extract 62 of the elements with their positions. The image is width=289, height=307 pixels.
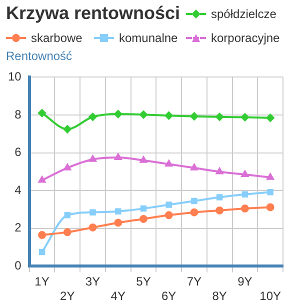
- point: [266, 203, 274, 212]
- point: [114, 154, 122, 160]
- point: [88, 223, 97, 232]
- point: [164, 112, 173, 120]
- point: [64, 212, 71, 218]
- point: [242, 191, 248, 198]
- point: [140, 156, 148, 163]
- legend-label: skarbowe: [31, 31, 82, 45]
- point: [139, 110, 148, 119]
- x-tick-label: 5Y: [136, 274, 151, 289]
- point: [267, 188, 274, 196]
- point: [38, 176, 46, 183]
- x-tick-label: 3Y: [85, 274, 100, 289]
- point: [164, 211, 173, 220]
- point: [190, 208, 198, 216]
- point: [216, 112, 224, 121]
- point: [240, 204, 249, 213]
- point: [89, 155, 96, 162]
- point: [190, 112, 198, 120]
- point: [115, 208, 122, 215]
- y-tick-label: 6: [14, 145, 22, 160]
- point: [216, 194, 223, 200]
- point: [88, 112, 97, 121]
- x-tick-label: 6Y: [162, 289, 176, 304]
- y-tick-label: 4: [14, 182, 22, 197]
- point: [216, 206, 224, 214]
- point: [64, 164, 71, 170]
- point: [38, 231, 46, 240]
- point: [114, 218, 122, 227]
- legend-label: komunalne: [119, 31, 178, 45]
- point: [63, 125, 72, 134]
- point: [114, 110, 122, 118]
- legend-label: spółdzielcze: [211, 7, 276, 21]
- point: [216, 168, 224, 174]
- point: [190, 164, 198, 170]
- y-tick-label: 2: [14, 220, 22, 235]
- point: [240, 113, 249, 122]
- y-tick-label: 10: [8, 70, 22, 84]
- point: [241, 170, 249, 178]
- x-tick-label: 4Y: [110, 289, 126, 304]
- point: [139, 214, 148, 223]
- point: [140, 205, 147, 212]
- y-tick-label: 0: [14, 258, 22, 273]
- x-tick-label: 8Y: [212, 289, 227, 304]
- y-tick-label: 8: [14, 107, 22, 122]
- point: [63, 228, 72, 236]
- point: [191, 198, 198, 204]
- y-axis-title: Rentowność: [6, 49, 72, 63]
- point: [38, 109, 46, 118]
- point: [266, 173, 274, 180]
- point: [90, 209, 96, 216]
- x-tick-label: 7Y: [186, 274, 202, 289]
- x-tick-label: 10Y: [260, 289, 281, 304]
- point: [166, 202, 172, 208]
- x-tick-label: 9Y: [238, 274, 252, 289]
- point: [266, 114, 274, 122]
- point: [165, 160, 172, 167]
- chart-title: Krzywa rentowności: [6, 3, 180, 24]
- legend-label: korporacyjne: [211, 31, 280, 45]
- x-tick-label: 2Y: [60, 289, 75, 304]
- point: [38, 248, 46, 256]
- x-tick-label: 1Y: [34, 274, 50, 289]
